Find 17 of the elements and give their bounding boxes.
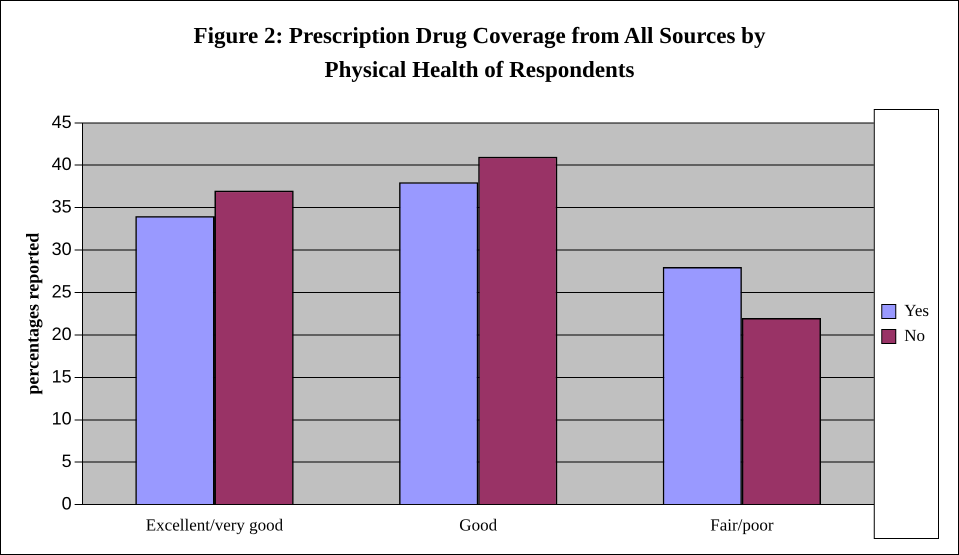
y-tick-label: 30 bbox=[52, 239, 72, 260]
y-tick-label: 5 bbox=[62, 451, 72, 472]
y-tick-label: 10 bbox=[52, 408, 72, 429]
legend-label: Yes bbox=[904, 300, 930, 320]
x-tick-label: Fair/poor bbox=[710, 515, 774, 534]
legend-label: No bbox=[904, 326, 926, 345]
y-tick-label: 20 bbox=[52, 324, 72, 344]
y-tick-label: 35 bbox=[52, 196, 72, 217]
y-tick-label: 15 bbox=[52, 366, 72, 386]
x-tick-label: Excellent/very good bbox=[146, 515, 284, 534]
x-tick-label: Good bbox=[459, 515, 498, 534]
y-tick-label: 40 bbox=[52, 154, 72, 174]
chart-title: Figure 2: Prescription Drug Coverage from All Sources by Physical Health of Respondents bbox=[192, 22, 766, 84]
y-tick-label: 0 bbox=[62, 494, 72, 514]
y-tick-label: 45 bbox=[52, 112, 72, 132]
y-tick-label: 25 bbox=[52, 281, 72, 302]
y-axis-title: percentages reported bbox=[22, 232, 42, 395]
